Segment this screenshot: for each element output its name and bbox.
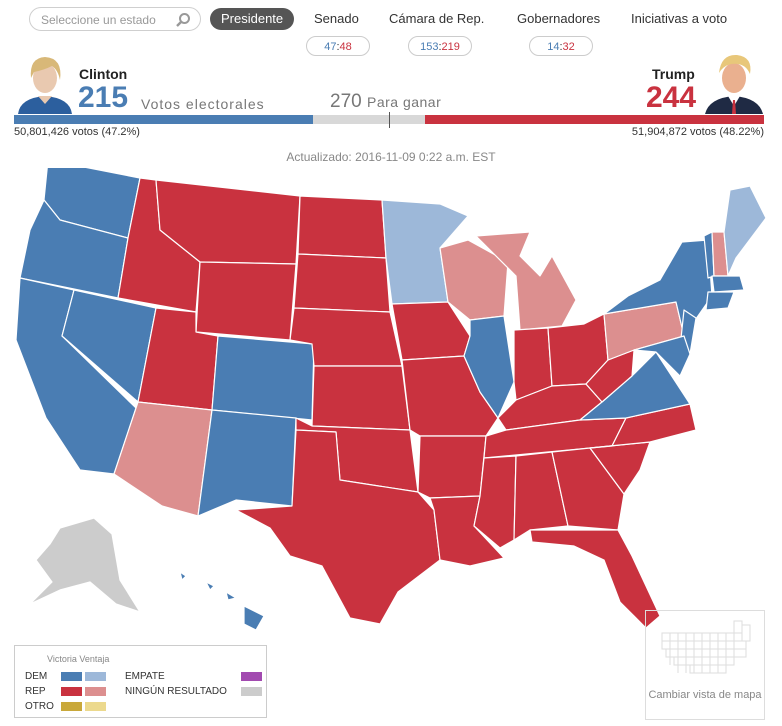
gobernadores-count-pill[interactable]: 14:32 xyxy=(529,36,593,56)
state-maryland-delaware[interactable] xyxy=(633,335,691,377)
state-alabama[interactable] xyxy=(513,451,569,541)
to-win-number: 270 xyxy=(330,91,362,112)
legend-title: Victoria Ventaja xyxy=(47,654,110,664)
state-arkansas[interactable] xyxy=(417,435,487,499)
clinton-photo xyxy=(14,48,76,114)
legend-dem-label: DEM xyxy=(25,671,48,682)
state-michigan[interactable] xyxy=(475,231,577,331)
state-kansas[interactable] xyxy=(311,365,411,431)
to-win-label: Para ganar xyxy=(366,94,442,110)
tab-gobernadores[interactable]: Gobernadores xyxy=(517,11,601,26)
legend-ninguno-swatch xyxy=(241,687,262,696)
senado-rep-count: 48 xyxy=(339,41,352,53)
electoral-votes-label: Votos electorales xyxy=(141,96,265,112)
legend-rep-win-swatch xyxy=(61,687,82,696)
state-hawaii[interactable] xyxy=(179,571,265,631)
trump-ev-bar xyxy=(425,115,764,124)
clinton-electoral-votes: 215 xyxy=(78,81,129,114)
trump-electoral-votes: 244 xyxy=(646,81,697,114)
legend-rep-label: REP xyxy=(25,686,46,697)
undecided-ev-bar xyxy=(313,115,425,124)
state-texas[interactable] xyxy=(235,429,441,625)
trump-photo xyxy=(703,48,765,114)
state-florida[interactable] xyxy=(529,529,661,629)
search-input[interactable] xyxy=(39,11,178,29)
us-election-map xyxy=(15,168,767,631)
clinton-ev-bar xyxy=(14,115,313,124)
clinton-popular-vote: 50,801,426 votos (47.2%) xyxy=(14,126,140,138)
to-win-indicator: 270 Para ganar xyxy=(330,91,441,113)
tile-map-icon xyxy=(661,620,751,674)
legend-rep-lean-swatch xyxy=(85,687,106,696)
tab-camara[interactable]: Cámara de Rep. xyxy=(389,11,485,26)
senado-dem-count: 47 xyxy=(324,41,337,53)
state-massachusetts[interactable] xyxy=(711,275,745,293)
legend-ninguno-label: NINGÚN RESULTADO xyxy=(125,686,227,697)
legend-otro-lean-swatch xyxy=(85,702,106,711)
state-georgia[interactable] xyxy=(551,447,625,531)
state-south-dakota[interactable] xyxy=(293,253,391,313)
trump-name: Trump xyxy=(652,66,695,82)
state-wyoming[interactable] xyxy=(195,261,297,341)
top-navigation: Presidente Senado Cámara de Rep. Goberna… xyxy=(0,0,782,62)
legend-otro-label: OTRO xyxy=(25,701,54,712)
state-connecticut-ri[interactable] xyxy=(705,291,735,311)
to-win-marker xyxy=(389,112,390,128)
gob-rep-count: 32 xyxy=(562,41,575,53)
state-illinois[interactable] xyxy=(463,315,515,419)
tab-senado[interactable]: Senado xyxy=(314,11,359,26)
updated-timestamp: Actualizado: 2016-11-09 0:22 a.m. EST xyxy=(286,150,496,164)
camara-dem-count: 153 xyxy=(420,41,439,53)
state-colorado[interactable] xyxy=(211,335,315,421)
legend-dem-lean-swatch xyxy=(85,672,106,681)
legend-otro-win-swatch xyxy=(61,702,82,711)
change-map-view-label: Cambiar vista de mapa xyxy=(648,689,762,701)
state-new-mexico[interactable] xyxy=(197,409,297,517)
map-legend: Victoria Ventaja DEM REP OTRO EMPATE NIN… xyxy=(14,645,267,718)
state-maine[interactable] xyxy=(723,185,767,277)
state-west-virginia[interactable] xyxy=(585,349,635,403)
clinton-name: Clinton xyxy=(79,66,128,82)
legend-dem-win-swatch xyxy=(61,672,82,681)
state-arizona[interactable] xyxy=(113,401,213,517)
senado-count-pill[interactable]: 47:48 xyxy=(306,36,370,56)
trump-popular-vote: 51,904,872 votos (48.22%) xyxy=(631,126,764,138)
tab-iniciativas[interactable]: Iniciativas a voto xyxy=(631,11,728,26)
search-icon xyxy=(176,13,190,27)
camara-count-pill[interactable]: 153:219 xyxy=(408,36,472,56)
state-alaska[interactable] xyxy=(29,517,141,613)
change-map-view-button[interactable]: Cambiar vista de mapa xyxy=(645,610,765,720)
camara-rep-count: 219 xyxy=(441,41,460,53)
gob-dem-count: 14 xyxy=(547,41,560,53)
legend-empate-swatch xyxy=(241,672,262,681)
state-search[interactable] xyxy=(29,7,201,31)
legend-empate-label: EMPATE xyxy=(125,671,165,682)
state-north-dakota[interactable] xyxy=(297,195,387,259)
tab-presidente[interactable]: Presidente xyxy=(210,8,295,30)
